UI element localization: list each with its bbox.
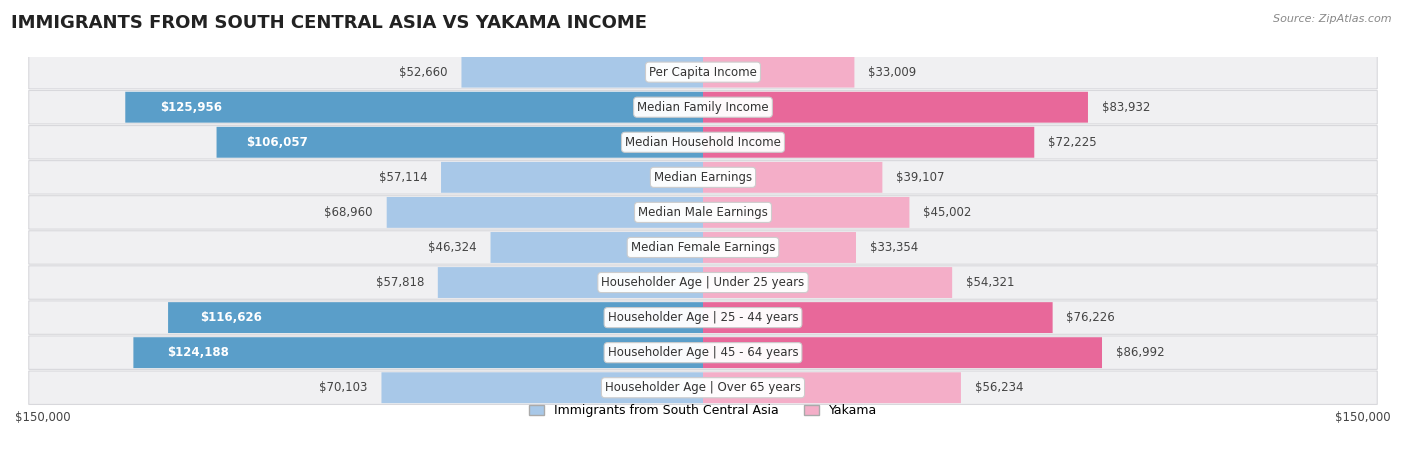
FancyBboxPatch shape <box>28 196 1378 229</box>
Text: $72,225: $72,225 <box>1047 136 1097 149</box>
FancyBboxPatch shape <box>703 232 856 263</box>
FancyBboxPatch shape <box>28 56 1378 89</box>
Text: Householder Age | 25 - 44 years: Householder Age | 25 - 44 years <box>607 311 799 324</box>
Text: $106,057: $106,057 <box>246 136 308 149</box>
Text: Per Capita Income: Per Capita Income <box>650 66 756 78</box>
FancyBboxPatch shape <box>703 92 1088 123</box>
Text: $46,324: $46,324 <box>429 241 477 254</box>
FancyBboxPatch shape <box>703 197 910 228</box>
FancyBboxPatch shape <box>703 267 952 298</box>
Text: Householder Age | Under 25 years: Householder Age | Under 25 years <box>602 276 804 289</box>
Text: Median Household Income: Median Household Income <box>626 136 780 149</box>
FancyBboxPatch shape <box>28 91 1378 124</box>
Text: Householder Age | 45 - 64 years: Householder Age | 45 - 64 years <box>607 346 799 359</box>
Text: $86,992: $86,992 <box>1116 346 1164 359</box>
Text: $125,956: $125,956 <box>160 101 222 113</box>
FancyBboxPatch shape <box>703 127 1035 158</box>
FancyBboxPatch shape <box>28 336 1378 369</box>
FancyBboxPatch shape <box>28 371 1378 404</box>
FancyBboxPatch shape <box>169 302 703 333</box>
FancyBboxPatch shape <box>28 266 1378 299</box>
FancyBboxPatch shape <box>703 372 960 403</box>
FancyBboxPatch shape <box>28 301 1378 334</box>
Text: $57,114: $57,114 <box>378 171 427 184</box>
Text: $150,000: $150,000 <box>15 411 70 424</box>
Text: Householder Age | Over 65 years: Householder Age | Over 65 years <box>605 381 801 394</box>
Text: $56,234: $56,234 <box>974 381 1024 394</box>
Text: $52,660: $52,660 <box>399 66 447 78</box>
Text: Median Female Earnings: Median Female Earnings <box>631 241 775 254</box>
FancyBboxPatch shape <box>217 127 703 158</box>
Text: $39,107: $39,107 <box>896 171 945 184</box>
Text: $124,188: $124,188 <box>167 346 229 359</box>
FancyBboxPatch shape <box>437 267 703 298</box>
Text: Source: ZipAtlas.com: Source: ZipAtlas.com <box>1274 14 1392 24</box>
FancyBboxPatch shape <box>703 302 1053 333</box>
Text: $68,960: $68,960 <box>325 206 373 219</box>
Text: $33,009: $33,009 <box>868 66 917 78</box>
FancyBboxPatch shape <box>381 372 703 403</box>
Text: $76,226: $76,226 <box>1066 311 1115 324</box>
FancyBboxPatch shape <box>461 57 703 88</box>
Text: $54,321: $54,321 <box>966 276 1014 289</box>
Text: $150,000: $150,000 <box>1336 411 1391 424</box>
FancyBboxPatch shape <box>703 337 1102 368</box>
FancyBboxPatch shape <box>491 232 703 263</box>
Text: $70,103: $70,103 <box>319 381 368 394</box>
Text: IMMIGRANTS FROM SOUTH CENTRAL ASIA VS YAKAMA INCOME: IMMIGRANTS FROM SOUTH CENTRAL ASIA VS YA… <box>11 14 647 32</box>
FancyBboxPatch shape <box>125 92 703 123</box>
Text: $33,354: $33,354 <box>870 241 918 254</box>
Text: $57,818: $57,818 <box>375 276 425 289</box>
Text: Median Family Income: Median Family Income <box>637 101 769 113</box>
Text: $83,932: $83,932 <box>1102 101 1150 113</box>
FancyBboxPatch shape <box>703 57 855 88</box>
Text: $116,626: $116,626 <box>200 311 262 324</box>
FancyBboxPatch shape <box>134 337 703 368</box>
FancyBboxPatch shape <box>28 231 1378 264</box>
FancyBboxPatch shape <box>441 162 703 193</box>
FancyBboxPatch shape <box>703 162 883 193</box>
FancyBboxPatch shape <box>28 126 1378 159</box>
Text: $45,002: $45,002 <box>924 206 972 219</box>
Text: Median Male Earnings: Median Male Earnings <box>638 206 768 219</box>
Text: Median Earnings: Median Earnings <box>654 171 752 184</box>
FancyBboxPatch shape <box>28 161 1378 194</box>
FancyBboxPatch shape <box>387 197 703 228</box>
Legend: Immigrants from South Central Asia, Yakama: Immigrants from South Central Asia, Yaka… <box>524 399 882 423</box>
